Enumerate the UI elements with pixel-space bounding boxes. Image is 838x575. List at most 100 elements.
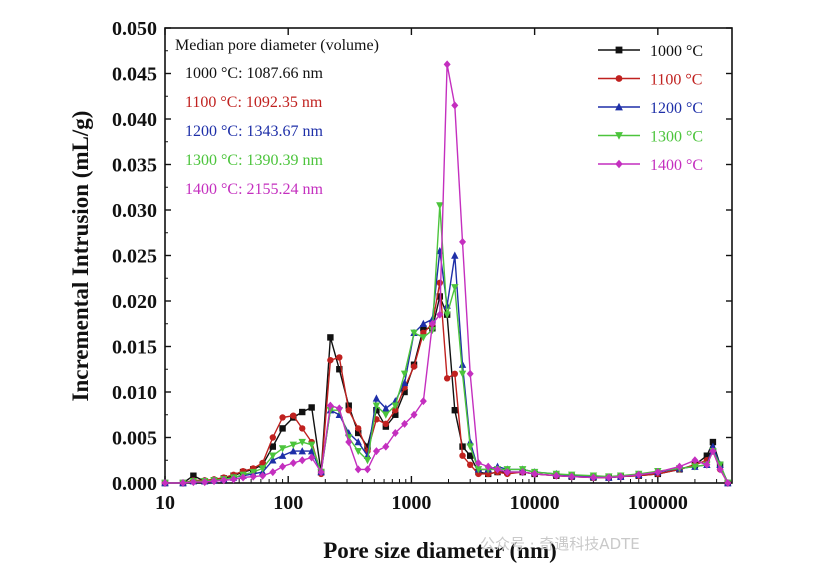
- data-point: [400, 370, 409, 378]
- data-point: [249, 472, 257, 481]
- data-point: [298, 456, 306, 465]
- data-point: [615, 75, 623, 82]
- data-point: [691, 456, 699, 465]
- data-point: [372, 394, 381, 402]
- data-point: [179, 479, 187, 487]
- data-point: [269, 452, 277, 460]
- median-pore-annotation: Median pore diameter (volume) 1000 °C: 10…: [175, 37, 379, 198]
- data-point: [589, 473, 597, 482]
- data-point: [239, 473, 247, 482]
- legend: 1000 °C 1100 °C 1200 °C 1300 °C 1400 °C: [598, 43, 703, 174]
- data-point: [289, 447, 298, 455]
- data-point: [484, 462, 492, 471]
- data-point: [220, 476, 228, 485]
- annotation-line: 1000 °C: 1087.66 nm: [185, 65, 324, 82]
- data-point: [298, 447, 306, 455]
- data-point: [466, 452, 474, 459]
- data-point: [345, 438, 353, 447]
- data-point: [605, 473, 613, 482]
- data-point: [327, 334, 334, 341]
- data-point: [474, 458, 482, 467]
- data-point: [307, 441, 316, 449]
- data-point: [299, 425, 306, 432]
- data-point: [201, 478, 209, 487]
- data-point: [364, 443, 371, 450]
- data-point: [419, 397, 427, 406]
- data-point: [703, 460, 711, 469]
- data-point: [436, 279, 444, 286]
- data-point: [279, 414, 286, 421]
- data-point: [373, 407, 380, 414]
- data-point: [372, 447, 380, 456]
- y-tick-label: 0.005: [112, 428, 157, 450]
- data-point: [459, 443, 466, 450]
- data-point: [716, 465, 724, 474]
- data-point: [335, 404, 343, 413]
- data-point: [703, 452, 711, 459]
- annotation-line: 1300 °C: 1390.39 nm: [185, 152, 324, 169]
- data-point: [345, 407, 352, 414]
- y-tick-label: 0.025: [112, 246, 157, 268]
- data-point: [466, 461, 474, 468]
- data-point: [709, 447, 717, 456]
- data-point: [436, 310, 444, 319]
- data-point: [355, 429, 362, 437]
- data-point: [615, 159, 623, 169]
- data-point: [676, 462, 684, 471]
- data-point: [308, 404, 315, 411]
- data-point: [259, 459, 266, 467]
- data-point: [278, 451, 287, 459]
- data-point: [615, 102, 623, 111]
- data-point: [443, 311, 451, 319]
- data-point: [161, 479, 169, 487]
- data-point: [691, 463, 699, 471]
- data-point: [436, 202, 444, 210]
- x-tick-label: 10: [155, 492, 175, 514]
- data-point: [382, 404, 390, 412]
- data-point: [279, 425, 286, 432]
- legend-item: 1000 °C: [598, 43, 703, 60]
- y-tick-label: 0.030: [112, 200, 157, 222]
- data-point: [615, 132, 623, 140]
- data-point: [290, 412, 297, 419]
- y-tick-label: 0.010: [112, 382, 157, 404]
- y-tick-label: 0.040: [112, 109, 157, 131]
- data-point: [278, 445, 287, 453]
- data-point: [615, 46, 623, 54]
- data-point: [326, 401, 334, 410]
- data-point: [401, 419, 409, 428]
- data-point: [345, 402, 352, 409]
- data-point: [451, 284, 459, 292]
- data-point: [392, 407, 399, 414]
- legend-item: 1100 °C: [598, 72, 702, 89]
- data-point: [392, 411, 399, 418]
- data-point: [709, 438, 717, 446]
- data-point: [451, 101, 459, 110]
- legend-item: 1400 °C: [598, 157, 703, 174]
- y-tick-label: 0.035: [112, 155, 157, 177]
- data-point: [503, 468, 511, 477]
- series-line: [165, 295, 729, 484]
- data-point: [451, 407, 459, 414]
- data-point: [458, 360, 467, 368]
- y-tick-label: 0.000: [112, 473, 157, 495]
- annotation-line: 1200 °C: 1343.67 nm: [185, 123, 324, 140]
- series-1000-c: [161, 293, 732, 487]
- data-point: [317, 468, 325, 477]
- annotation-line: 1400 °C: 2155.24 nm: [185, 181, 324, 198]
- legend-label: 1400 °C: [650, 157, 703, 174]
- data-point: [363, 465, 371, 474]
- data-point: [474, 466, 483, 474]
- data-point: [327, 356, 334, 364]
- data-point: [466, 443, 474, 451]
- data-point: [382, 411, 390, 419]
- x-tick-label: 10000: [510, 492, 560, 514]
- data-point: [354, 447, 362, 456]
- data-point: [410, 410, 418, 419]
- y-tick-label: 0.020: [112, 291, 157, 313]
- annotation-line: 1100 °C: 1092.35 nm: [185, 94, 323, 111]
- x-tick-label: 100000: [628, 492, 688, 514]
- data-point: [354, 438, 362, 446]
- data-point: [249, 468, 257, 477]
